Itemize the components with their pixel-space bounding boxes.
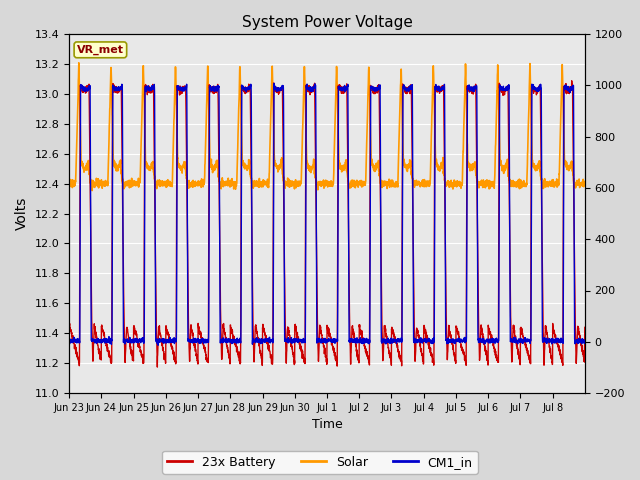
CM1_in [393, 338, 401, 344]
CM1_in [502, 84, 510, 89]
Solar [438, 161, 446, 167]
23x Battery [581, 324, 589, 330]
CM1_in [438, 84, 446, 90]
Text: VR_met: VR_met [77, 45, 124, 55]
Line: 23x Battery: 23x Battery [69, 81, 585, 367]
Solar [502, 164, 510, 169]
Solar [393, 181, 401, 187]
Solar [88, 188, 96, 193]
23x Battery [502, 86, 510, 92]
CM1_in [472, 85, 479, 91]
X-axis label: Time: Time [312, 419, 342, 432]
23x Battery [65, 320, 73, 325]
CM1_in [65, 339, 73, 345]
23x Battery [568, 78, 575, 84]
Solar [472, 166, 479, 172]
23x Battery [393, 340, 401, 346]
CM1_in [270, 81, 278, 86]
Y-axis label: Volts: Volts [15, 197, 29, 230]
Line: Solar: Solar [69, 63, 585, 191]
Solar [575, 182, 583, 188]
Title: System Power Voltage: System Power Voltage [241, 15, 412, 30]
23x Battery [575, 331, 583, 336]
CM1_in [154, 342, 162, 348]
CM1_in [171, 337, 179, 343]
Line: CM1_in: CM1_in [69, 84, 585, 345]
Solar [172, 80, 179, 85]
Legend: 23x Battery, Solar, CM1_in: 23x Battery, Solar, CM1_in [163, 451, 477, 474]
Solar [75, 60, 83, 66]
23x Battery [154, 364, 161, 370]
23x Battery [438, 83, 446, 89]
23x Battery [171, 356, 179, 361]
Solar [581, 180, 589, 186]
CM1_in [575, 338, 583, 344]
Solar [65, 181, 73, 187]
CM1_in [581, 338, 589, 344]
23x Battery [471, 87, 479, 93]
